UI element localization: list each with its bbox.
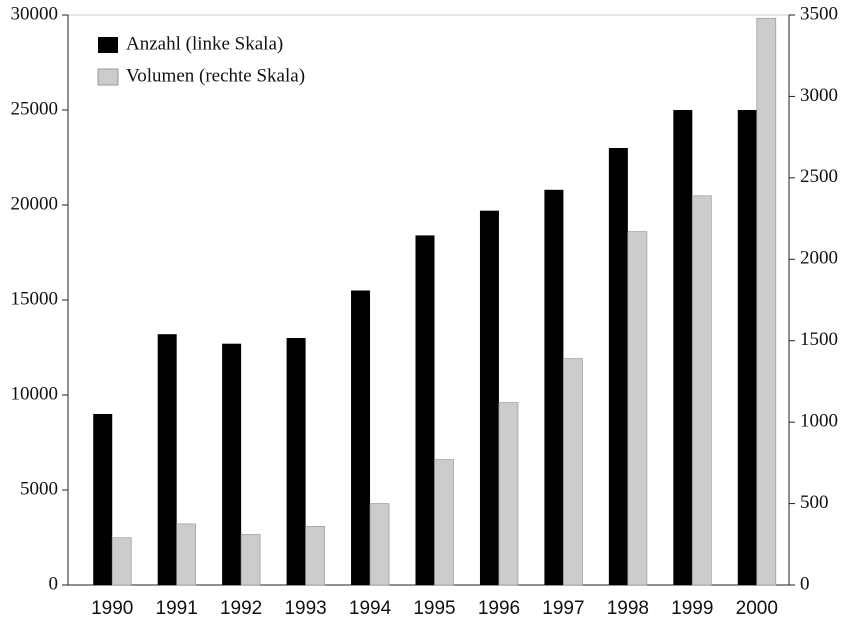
bar [286,338,306,585]
y-tick-label: 25000 [11,98,59,119]
bar [351,290,371,585]
x-tick-label: 1993 [284,598,326,619]
x-tick-label: 1996 [478,598,520,619]
bar [176,523,197,586]
bar [434,459,454,586]
bar [240,534,261,586]
y-tick-label: 20000 [11,193,59,214]
x-tick-label: 1995 [413,598,455,619]
y-tick-label: 10000 [11,383,59,404]
x-tick-label: 1997 [542,598,584,619]
x-tick-label: 1990 [91,598,133,619]
y-tick-label: 15000 [11,288,59,309]
y-tick-label: 30000 [11,3,59,24]
y2-tick-label: 500 [800,492,829,513]
bar [415,235,435,585]
y2-tick-label: 3000 [800,85,838,106]
bar [93,414,113,585]
y2-tick-label: 2000 [800,248,838,269]
bar [737,110,757,585]
y-tick-label: 0 [49,573,59,594]
x-tick-label: 1998 [607,598,649,619]
bar [563,358,583,586]
bar [544,189,564,586]
bar [369,503,390,586]
y2-tick-label: 0 [800,573,810,594]
bar [498,402,519,586]
legend-label: Anzahl (linke Skala) [126,33,283,54]
y-tick-label: 5000 [20,478,58,499]
bar [691,195,712,586]
x-tick-label: 1992 [220,598,262,619]
bar [673,110,693,585]
y2-tick-label: 2500 [800,166,838,187]
x-tick-label: 1999 [671,598,713,619]
x-tick-label: 2000 [736,598,778,619]
bar [756,17,777,586]
legend-label: Volumen (rechte Skala) [126,65,305,86]
y2-tick-label: 1500 [800,329,838,350]
legend-swatch [97,68,119,86]
bar [222,343,242,585]
bar [479,210,499,585]
bar [157,334,177,585]
bar [111,537,132,586]
legend-swatch [98,37,118,53]
x-tick-label: 1991 [156,598,198,619]
y2-tick-label: 3500 [800,3,838,24]
x-tick-label: 1994 [349,598,392,619]
y2-tick-label: 1000 [800,411,838,432]
bar [305,526,325,586]
bar [627,231,648,586]
bar [608,148,628,585]
